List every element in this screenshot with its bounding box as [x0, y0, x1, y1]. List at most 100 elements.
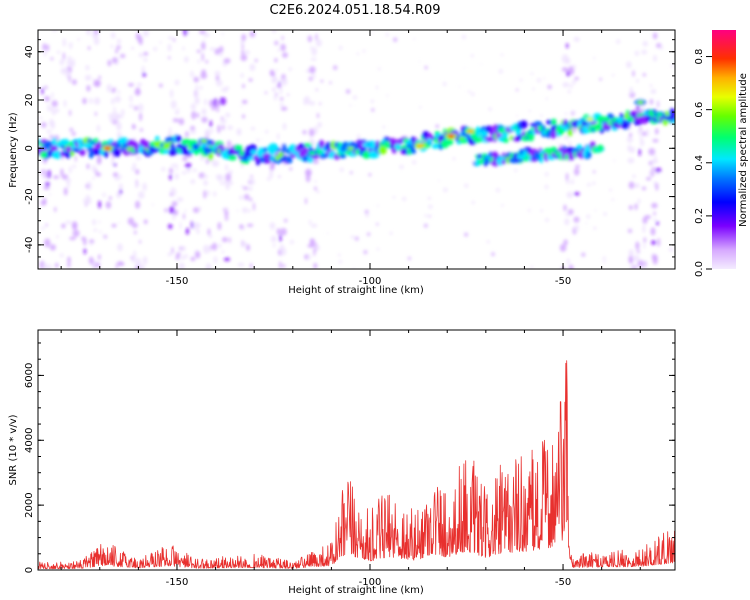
heat-speckle: [463, 67, 465, 69]
heat-speckle: [649, 170, 652, 178]
heat-speckle: [240, 73, 244, 78]
heat-speckle: [311, 47, 318, 56]
heat-speckle: [220, 116, 224, 120]
heat-speckle: [643, 242, 646, 249]
heat-speckle: [609, 189, 612, 191]
heat-speckle: [195, 98, 200, 103]
heat-speckle: [650, 227, 656, 236]
heat-ridge-cell: [475, 126, 481, 135]
heat-speckle: [278, 250, 281, 255]
heat-speckle: [135, 200, 141, 209]
heat-speckle: [407, 256, 412, 261]
heat-speckle: [338, 45, 343, 50]
heat-speckle: [629, 86, 633, 96]
heat-speckle: [207, 228, 211, 236]
heat-speckle: [112, 87, 117, 92]
heat-speckle: [202, 39, 206, 42]
heat-speckle: [270, 235, 277, 243]
heat-ridge-cell: [43, 140, 52, 150]
heat-speckle: [113, 106, 116, 111]
heat-speckle: [69, 45, 72, 50]
heat-speckle: [107, 59, 112, 67]
heat-speckle: [437, 179, 440, 182]
heat-speckle: [545, 97, 549, 100]
heat-speckle: [44, 95, 50, 102]
heat-speckle: [308, 76, 314, 82]
heat-speckle: [528, 209, 531, 212]
heat-speckle: [586, 214, 591, 219]
heat-speckle: [133, 230, 137, 235]
heat-speckle: [651, 202, 658, 209]
heat-speckle: [530, 72, 534, 76]
heat-speckle: [224, 207, 229, 212]
heat-speckle: [428, 215, 431, 218]
heat-speckle: [190, 256, 196, 262]
heat-speckle: [332, 65, 338, 71]
heat-speckle: [242, 207, 248, 214]
heat-speckle: [629, 132, 632, 138]
heat-speckle: [247, 186, 253, 191]
heat-speckle: [464, 183, 469, 188]
heat-speckle: [280, 228, 287, 236]
heat-speckle: [531, 266, 533, 268]
heat-speckle: [118, 221, 121, 224]
colorbar-tick-label: 0.8: [694, 49, 705, 65]
heat-speckle: [102, 192, 107, 197]
heat-speckle: [185, 227, 190, 235]
heat-speckle: [615, 39, 621, 44]
heat-speckle: [209, 249, 212, 252]
heat-speckle: [242, 114, 245, 119]
heat-speckle: [655, 221, 659, 226]
heat-ridge-cell: [55, 150, 62, 160]
heat-speckle: [250, 174, 253, 178]
spectrogram-axes: -150 -100 -50 -40 -20 0 20 40: [24, 30, 675, 287]
heat-speckle: [241, 50, 245, 55]
heat-speckle: [458, 85, 461, 88]
heat-speckle: [498, 142, 500, 145]
heat-speckle: [117, 38, 121, 45]
heat-speckle: [634, 203, 638, 211]
heat-ridge-cell: [519, 120, 528, 129]
heat-speckle: [568, 67, 575, 75]
heat-speckle: [51, 92, 54, 99]
heat-speckle: [224, 216, 229, 221]
heat-ridge-cell: [551, 118, 557, 126]
heat-speckle: [201, 41, 206, 51]
heat-speckle: [540, 114, 543, 117]
heat-speckle: [638, 148, 641, 157]
heat-speckle: [241, 184, 244, 189]
heat-speckle: [196, 228, 200, 235]
heat-speckle: [372, 32, 375, 34]
heat-speckle: [637, 198, 641, 205]
y-tick-label: -40: [24, 237, 35, 253]
heat-speckle: [486, 240, 490, 244]
x-tick-label: -50: [555, 276, 571, 287]
heat-speckle: [345, 89, 351, 94]
heat-speckle: [495, 188, 501, 193]
heat-speckle: [561, 54, 569, 64]
figure-title: C2E6.2024.051.18.54.R09: [269, 3, 440, 18]
heat-speckle: [571, 64, 577, 70]
heat-ridge-cell: [446, 138, 454, 146]
heat-speckle: [352, 95, 358, 100]
heat-speckle: [241, 42, 244, 51]
heat-speckle: [85, 65, 90, 71]
heat-ridge-cell: [78, 142, 84, 151]
heat-speckle: [240, 105, 243, 108]
heat-speckle: [117, 90, 121, 94]
heat-speckle: [72, 222, 77, 230]
heat-speckle: [41, 87, 44, 95]
heat-hotspot-core: [447, 134, 455, 138]
heat-speckle: [105, 201, 112, 209]
heat-speckle: [632, 174, 636, 179]
heat-speckle: [363, 50, 365, 52]
heat-speckle: [42, 263, 48, 269]
heat-speckle: [209, 99, 215, 108]
heat-speckle: [370, 99, 375, 104]
heat-speckle: [442, 81, 447, 87]
heat-speckle: [670, 63, 674, 68]
heat-speckle: [349, 104, 352, 107]
heat-ridge-cell: [395, 143, 401, 150]
heat-speckle: [564, 218, 570, 226]
x-tick-label: -150: [166, 577, 189, 588]
